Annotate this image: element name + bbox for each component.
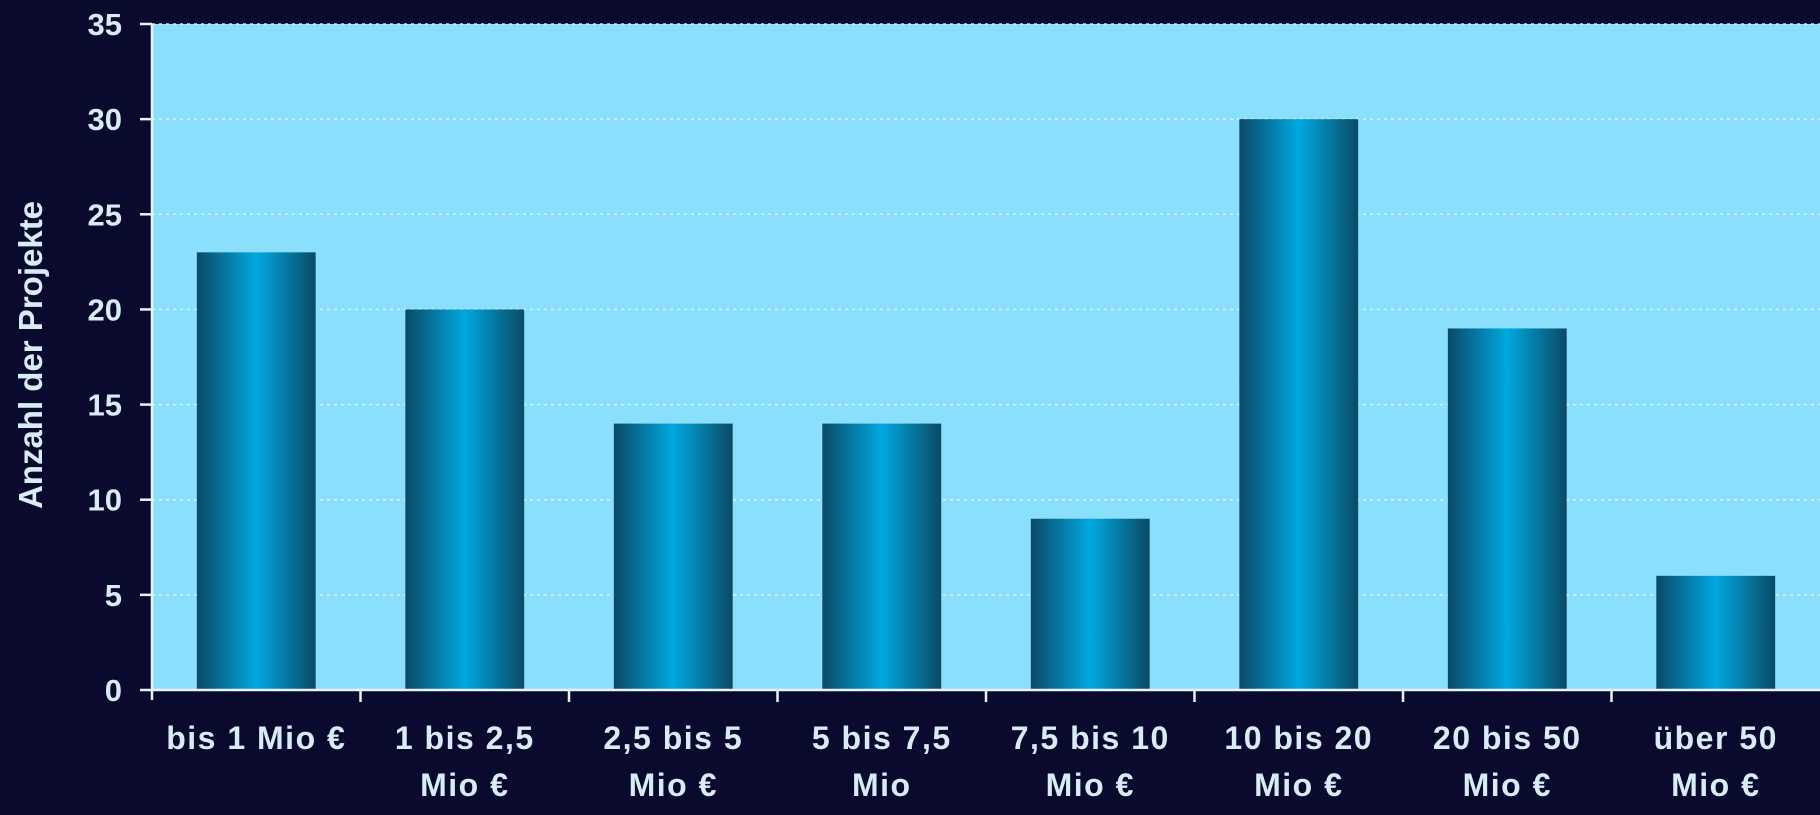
- bars: [196, 119, 1776, 691]
- bar: [1447, 328, 1567, 690]
- bar: [822, 423, 942, 690]
- gridlines: [152, 23, 1820, 596]
- plot-area: [152, 24, 1820, 690]
- bar: [405, 309, 525, 690]
- bar: [613, 423, 733, 690]
- y-tick-labels: 0 5 10 15 20 25 30 35: [88, 7, 122, 708]
- x-tick-label: 1 bis 2,5 Mio €: [395, 720, 535, 803]
- x-tick-label: 2,5 bis 5 Mio €: [603, 720, 743, 803]
- x-tick-label: 7,5 bis 10 Mio €: [1011, 720, 1170, 803]
- y-tick-label: 35: [88, 7, 122, 42]
- bar: [196, 252, 316, 691]
- x-tick-label: 10 bis 20 Mio €: [1224, 720, 1373, 803]
- bar: [1656, 575, 1776, 690]
- y-tick-label: 30: [88, 102, 122, 137]
- bar: [1239, 119, 1359, 690]
- y-tick-label: 5: [105, 578, 122, 613]
- y-tick-label: 10: [88, 483, 122, 518]
- bar: [1030, 518, 1150, 690]
- y-tick-label: 0: [105, 673, 122, 708]
- x-tick-label: 20 bis 50 Mio €: [1433, 720, 1582, 803]
- axes: [140, 22, 1820, 702]
- y-axis-label: Anzahl der Projekte: [12, 201, 49, 509]
- y-tick-label: 20: [88, 292, 122, 327]
- y-tick-label: 25: [88, 197, 122, 232]
- y-tick-label: 15: [88, 388, 122, 423]
- x-tick-label: 5 bis 7,5 Mio: [812, 720, 952, 803]
- x-tick-labels: bis 1 Mio € 1 bis 2,5 Mio € 2,5 bis 5 Mio € 5…: [166, 720, 1778, 803]
- x-tick-label: über 50 Mio €: [1654, 720, 1778, 803]
- x-tick-label: bis 1 Mio €: [166, 720, 346, 756]
